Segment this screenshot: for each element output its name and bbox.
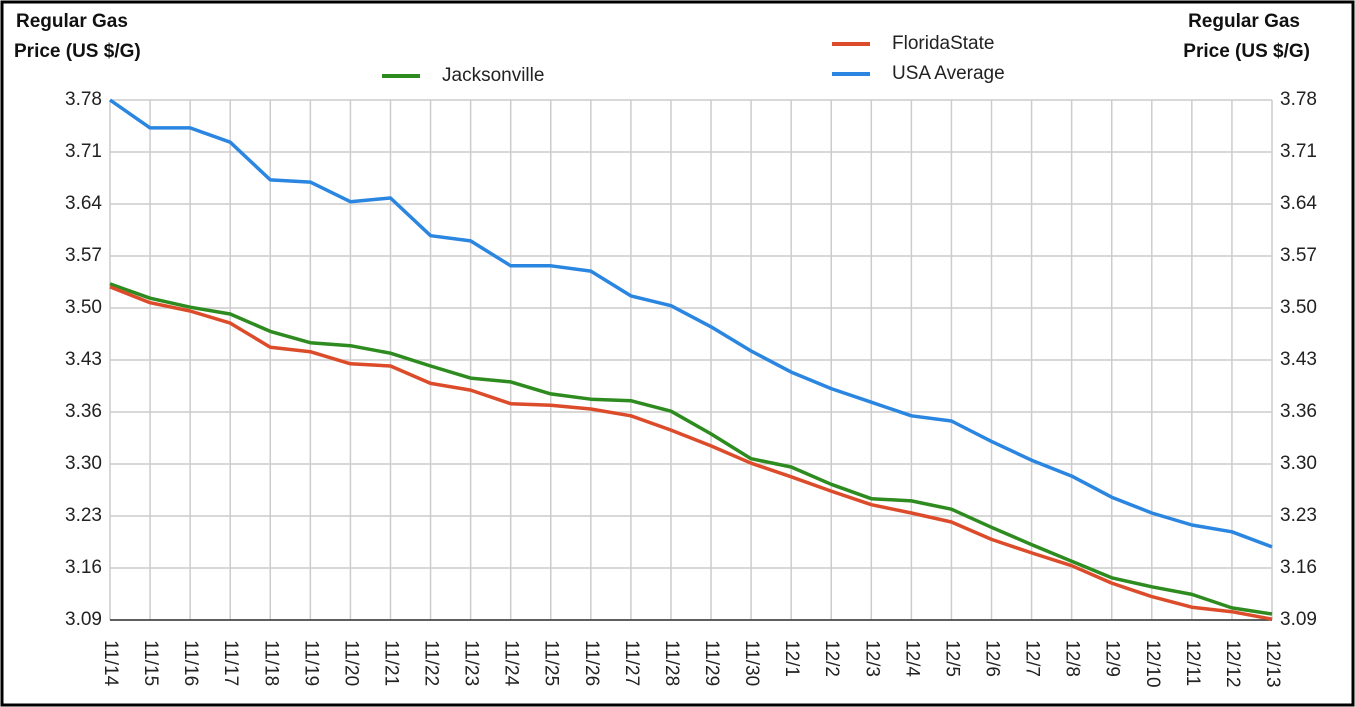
y-tick-label: 3.43 <box>65 349 102 370</box>
x-tick-label: 12/7 <box>1022 640 1043 677</box>
x-tick-label: 11/18 <box>260 640 281 686</box>
x-tick-label: 11/17 <box>220 640 241 686</box>
y-tick-label: 3.71 <box>65 141 102 162</box>
y-tick-label: 3.16 <box>65 557 102 578</box>
y2-tick-label: 3.64 <box>1280 193 1317 214</box>
x-tick-label: 11/16 <box>180 640 201 686</box>
x-tick-label: 11/22 <box>421 640 442 686</box>
x-tick-label: 11/14 <box>100 640 121 687</box>
y2-tick-label: 3.50 <box>1280 297 1317 318</box>
legend-label: USA Average <box>892 63 1005 84</box>
y2-tick-label: 3.71 <box>1280 141 1317 162</box>
legend-label: FloridaState <box>892 33 994 54</box>
y2-axis-title: Regular Gas <box>1188 11 1300 32</box>
x-tick-label: 12/8 <box>1062 640 1083 677</box>
x-tick-label: 12/5 <box>941 640 962 677</box>
x-tick-label: 12/6 <box>982 640 1003 677</box>
x-tick-label: 11/27 <box>621 640 642 686</box>
series-line <box>109 282 1273 616</box>
y2-tick-label: 3.57 <box>1280 245 1317 266</box>
x-tick-label: 11/23 <box>461 640 482 686</box>
x-tick-label: 11/21 <box>380 640 401 686</box>
y-tick-label: 3.36 <box>65 401 102 422</box>
y-tick-label: 3.50 <box>65 297 102 318</box>
x-tick-label: 11/25 <box>541 640 562 686</box>
y2-tick-label: 3.78 <box>1280 89 1317 110</box>
y2-tick-label: 3.16 <box>1280 557 1317 578</box>
x-tick-label: 12/10 <box>1142 640 1163 688</box>
x-tick-label: 11/19 <box>300 640 321 686</box>
series-line <box>109 98 1273 549</box>
y-axis-title: Regular Gas <box>16 11 128 32</box>
y2-axis-title: Price (US $/G) <box>1183 41 1310 62</box>
y2-tick-label: 3.09 <box>1280 609 1317 630</box>
x-tick-label: 12/11 <box>1182 640 1203 686</box>
y2-tick-label: 3.30 <box>1280 453 1317 474</box>
x-tick-label: 12/4 <box>901 640 922 677</box>
x-tick-label: 12/3 <box>861 640 882 677</box>
x-tick-label: 12/2 <box>821 640 842 677</box>
y-tick-label: 3.78 <box>65 89 102 110</box>
x-tick-label: 11/30 <box>741 640 762 686</box>
y-tick-label: 3.64 <box>65 193 102 214</box>
x-tick-label: 11/24 <box>501 640 522 687</box>
y-tick-label: 3.30 <box>65 453 102 474</box>
x-tick-label: 12/12 <box>1222 640 1243 688</box>
x-tick-label: 11/29 <box>701 640 722 686</box>
x-tick-label: 11/28 <box>661 640 682 686</box>
y2-tick-label: 3.23 <box>1280 505 1317 526</box>
legend-label: Jacksonville <box>442 65 544 86</box>
x-tick-label: 11/26 <box>581 640 602 686</box>
y-tick-label: 3.23 <box>65 505 102 526</box>
y-tick-label: 3.57 <box>65 245 102 266</box>
x-tick-label: 12/1 <box>781 640 802 677</box>
y-tick-label: 3.09 <box>65 609 102 630</box>
x-tick-label: 11/20 <box>340 640 361 686</box>
y2-tick-label: 3.43 <box>1280 349 1317 370</box>
y-axis-title: Price (US $/G) <box>14 41 141 62</box>
x-tick-label: 12/13 <box>1262 640 1283 688</box>
series-line <box>109 285 1273 621</box>
y2-tick-label: 3.36 <box>1280 401 1317 422</box>
x-tick-label: 12/9 <box>1102 640 1123 677</box>
x-tick-label: 11/15 <box>140 640 161 686</box>
